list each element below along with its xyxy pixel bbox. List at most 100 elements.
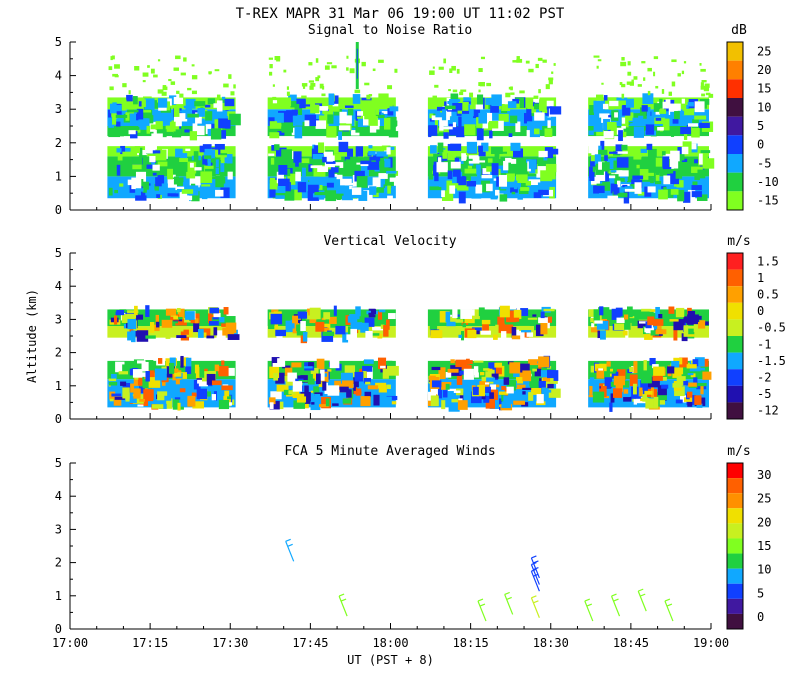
heatmap-cell	[347, 148, 354, 157]
heatmap-cell	[109, 398, 114, 402]
heatmap-cell	[224, 367, 235, 376]
heatmap-cell	[672, 383, 682, 388]
heatmap-cell	[276, 384, 289, 392]
x-tick-label: 18:00	[372, 636, 408, 650]
heatmap-cell	[151, 324, 160, 332]
heatmap-cell	[681, 333, 688, 342]
heatmap-cell	[341, 380, 354, 389]
heatmap-cell	[376, 127, 384, 137]
heatmap-cell	[594, 320, 603, 324]
heatmap-cell	[269, 366, 280, 379]
heatmap-cell	[146, 189, 155, 198]
heatmap-cell	[516, 308, 529, 316]
heatmap-cell	[157, 89, 164, 94]
heatmap-cell	[211, 380, 222, 386]
heatmap-cell	[321, 93, 326, 97]
heatmap-cell	[666, 186, 677, 189]
heatmap-cell	[147, 65, 150, 68]
heatmap-cell	[643, 360, 647, 371]
heatmap-cell	[431, 115, 441, 121]
heatmap-cell	[522, 391, 526, 395]
heatmap-cell	[615, 144, 623, 155]
heatmap-cell	[521, 182, 528, 191]
heatmap-cell	[510, 142, 521, 151]
heatmap-cell	[369, 186, 377, 195]
heatmap-cell	[319, 317, 326, 321]
heatmap-cell	[269, 71, 273, 76]
heatmap-cell	[491, 163, 499, 176]
heatmap-cell	[216, 330, 226, 341]
heatmap-cell	[482, 321, 489, 333]
heatmap-cell	[700, 150, 711, 154]
heatmap-cell	[174, 316, 183, 320]
heatmap-cell	[175, 55, 181, 60]
heatmap-cell	[317, 166, 328, 173]
heatmap-cell	[533, 118, 543, 130]
heatmap-cell	[649, 357, 656, 366]
heatmap-cell	[682, 106, 695, 116]
heatmap-cell	[110, 56, 113, 61]
heatmap-cell	[621, 144, 628, 151]
heatmap-cell	[179, 93, 184, 98]
heatmap-cell	[547, 116, 551, 128]
heatmap-cell	[287, 173, 296, 185]
heatmap-cell	[211, 147, 218, 150]
heatmap-cell	[490, 102, 499, 113]
heatmap-cell	[621, 93, 625, 99]
heatmap-cell	[511, 335, 521, 340]
heatmap-cell	[533, 98, 540, 103]
heatmap-cell	[530, 368, 537, 379]
heatmap-cell	[342, 398, 352, 404]
heatmap-cell	[694, 395, 702, 405]
heatmap-cell	[667, 366, 675, 374]
heatmap-cell	[145, 305, 150, 318]
heatmap-cell	[451, 399, 463, 403]
heatmap-cell	[481, 319, 491, 325]
heatmap-cell	[495, 324, 500, 330]
colorbar-label: 30	[757, 468, 771, 482]
heatmap-cell	[277, 112, 284, 123]
heatmap-cell	[535, 63, 539, 69]
heatmap-cell	[368, 145, 373, 149]
heatmap-cell	[344, 156, 351, 162]
heatmap-cell	[388, 157, 393, 168]
heatmap-cell	[443, 58, 447, 64]
heatmap-cell	[378, 384, 387, 393]
heatmap-cell	[108, 66, 113, 71]
heatmap-cell	[600, 385, 607, 398]
heatmap-cell	[457, 400, 468, 410]
heatmap-cell	[318, 192, 325, 200]
heatmap-cell	[514, 384, 526, 390]
heatmap-cell	[204, 155, 212, 160]
heatmap-cell	[311, 148, 324, 159]
heatmap-cell	[493, 334, 498, 340]
heatmap-cell	[611, 170, 623, 175]
y-tick-label: 4	[55, 279, 62, 293]
heatmap-cell	[637, 320, 650, 329]
heatmap-cell	[655, 173, 660, 183]
heatmap-cell	[115, 361, 125, 373]
heatmap-cell	[144, 98, 155, 110]
heatmap-cell	[362, 365, 373, 372]
heatmap-cell	[696, 194, 708, 201]
heatmap-cell	[450, 143, 462, 151]
heatmap-cell	[117, 154, 123, 161]
heatmap-cell	[185, 98, 196, 109]
heatmap-cell	[488, 362, 497, 374]
heatmap-cell	[677, 73, 681, 77]
heatmap-cell	[281, 122, 294, 133]
heatmap-cell	[139, 147, 143, 160]
heatmap-cell	[618, 130, 623, 142]
heatmap-cell	[165, 382, 176, 386]
heatmap-cell	[229, 113, 241, 126]
heatmap-cell	[310, 401, 321, 411]
heatmap-cell	[597, 330, 602, 339]
heatmap-cell	[187, 396, 196, 407]
heatmap-cell	[157, 391, 168, 401]
heatmap-cell	[437, 142, 444, 153]
heatmap-cell	[659, 109, 667, 114]
wind-barb-flag	[504, 591, 510, 595]
heatmap-cell	[501, 393, 506, 402]
y-tick-label: 5	[55, 246, 62, 260]
heatmap-cell	[380, 324, 385, 329]
